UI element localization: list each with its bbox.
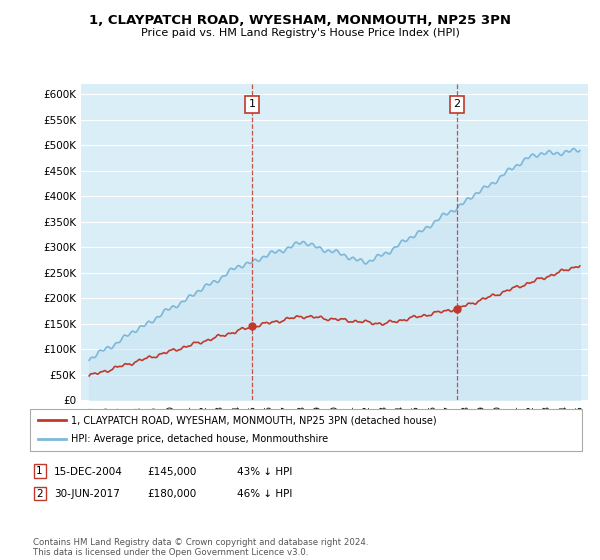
Text: 2: 2 (36, 489, 43, 498)
Text: Contains HM Land Registry data © Crown copyright and database right 2024.
This d: Contains HM Land Registry data © Crown c… (33, 538, 368, 557)
FancyBboxPatch shape (34, 487, 46, 501)
FancyBboxPatch shape (34, 464, 46, 478)
Text: Price paid vs. HM Land Registry's House Price Index (HPI): Price paid vs. HM Land Registry's House … (140, 28, 460, 38)
Text: 46% ↓ HPI: 46% ↓ HPI (237, 489, 292, 499)
Text: 2: 2 (454, 100, 461, 109)
Text: 1, CLAYPATCH ROAD, WYESHAM, MONMOUTH, NP25 3PN: 1, CLAYPATCH ROAD, WYESHAM, MONMOUTH, NP… (89, 14, 511, 27)
Text: HPI: Average price, detached house, Monmouthshire: HPI: Average price, detached house, Monm… (71, 435, 329, 445)
Text: 1: 1 (248, 100, 256, 109)
Text: £145,000: £145,000 (147, 466, 196, 477)
Text: 1: 1 (36, 466, 43, 476)
FancyBboxPatch shape (30, 409, 582, 451)
Text: 30-JUN-2017: 30-JUN-2017 (54, 489, 120, 499)
Text: 15-DEC-2004: 15-DEC-2004 (54, 466, 123, 477)
Text: 43% ↓ HPI: 43% ↓ HPI (237, 466, 292, 477)
Text: £180,000: £180,000 (147, 489, 196, 499)
Text: 1, CLAYPATCH ROAD, WYESHAM, MONMOUTH, NP25 3PN (detached house): 1, CLAYPATCH ROAD, WYESHAM, MONMOUTH, NP… (71, 415, 437, 425)
